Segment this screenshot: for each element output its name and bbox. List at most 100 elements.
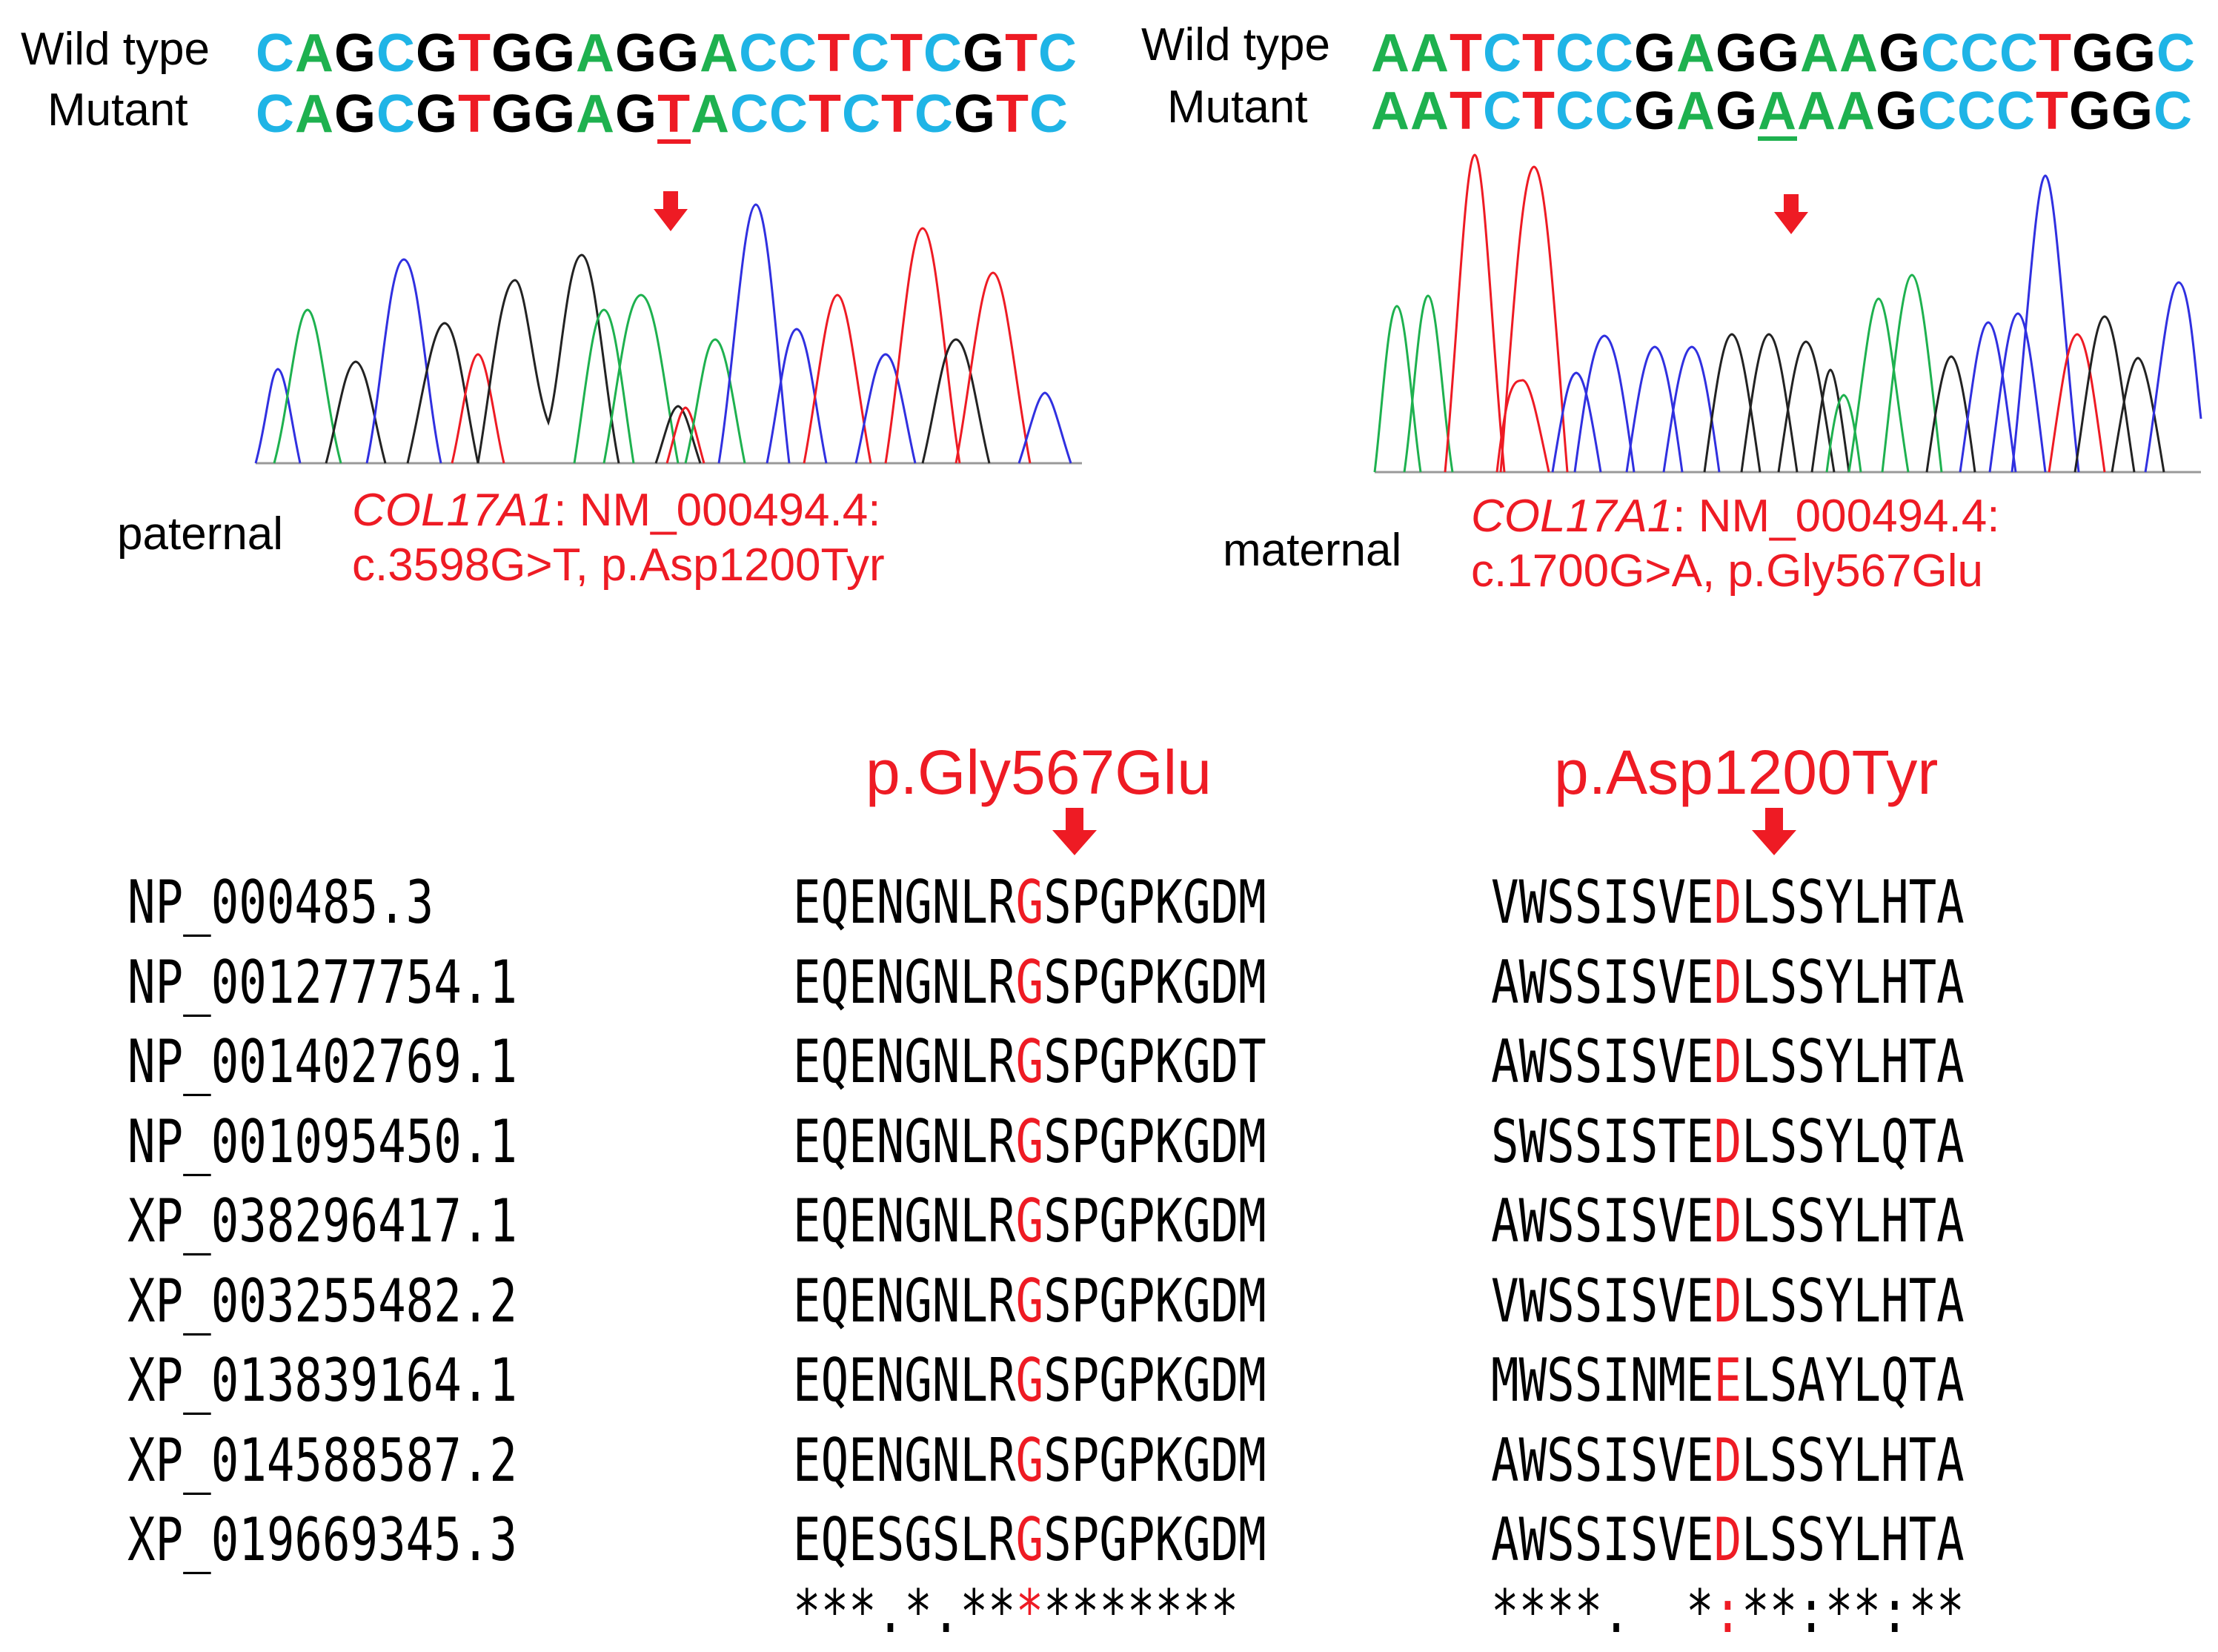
alignment-row-seq-2: SWSSISTEDLSSYLQTA: [1491, 1107, 1965, 1176]
nucleotide: G: [1876, 82, 1919, 141]
nucleotide: A: [1758, 82, 1797, 141]
nucleotide: G: [1758, 24, 1801, 83]
alignment-row-id: XP_019669345.3: [127, 1505, 517, 1574]
nucleotide: G: [657, 24, 700, 83]
nucleotide: T: [881, 84, 915, 144]
left-wildtype-sequence: CAGCGTGGAGGACCTCTCGTC: [256, 27, 1078, 80]
nucleotide: T: [2036, 82, 2069, 141]
alignment-row-seq-2: VWSSISVEDLSSYLHTA: [1491, 1266, 1965, 1336]
nucleotide: A: [1371, 24, 1410, 83]
nucleotide: G: [615, 24, 658, 83]
nucleotide: G: [1879, 24, 1922, 83]
alignment-row-seq-1: EQENGNLRGSPGPKGDM: [793, 1425, 1266, 1495]
left-gene-name: COL17A1: [352, 485, 554, 536]
alignment-row-id: XP_013839164.1: [127, 1346, 517, 1415]
nucleotide: C: [1918, 82, 1958, 141]
nucleotide: G: [334, 24, 377, 83]
alignment-row-seq-2: AWSSISVEDLSSYLHTA: [1491, 947, 1965, 1017]
nucleotide: C: [769, 84, 809, 144]
nucleotide: A: [1836, 82, 1876, 141]
nucleotide: G: [1715, 82, 1758, 141]
nucleotide: C: [1029, 84, 1069, 144]
nucleotide: G: [1715, 24, 1758, 83]
down-arrow-icon: [654, 191, 688, 231]
nucleotide: T: [1521, 82, 1555, 141]
nucleotide: A: [295, 84, 334, 144]
nucleotide: C: [1038, 24, 1078, 83]
alignment-row-id: NP_000485.3: [127, 868, 434, 937]
nucleotide: C: [1921, 24, 1961, 83]
nucleotide: G: [1633, 82, 1676, 141]
nucleotide: A: [295, 24, 334, 83]
nucleotide: C: [1594, 82, 1634, 141]
nucleotide: C: [1482, 82, 1522, 141]
nucleotide: A: [1676, 24, 1716, 83]
alignment-row-id: NP_001402769.1: [127, 1027, 517, 1096]
alignment-label-gly567glu: p.Gly567Glu: [866, 737, 1212, 807]
alignment-row-seq-2: AWSSISVEDLSSYLHTA: [1491, 1505, 1965, 1574]
left-variant-change: c.3598G>T, p.Asp1200Tyr: [352, 540, 885, 591]
right-mutant-label: Mutant: [1167, 82, 1308, 133]
alignment-row-seq-2: AWSSISVEDLSSYLHTA: [1491, 1187, 1965, 1255]
nucleotide: A: [1676, 82, 1716, 141]
nucleotide: C: [376, 24, 416, 83]
conservation-line-1: ***.*.**********: [793, 1577, 1239, 1646]
alignment-row-seq-1: EQENGNLRGSPGPKGDM: [793, 1187, 1266, 1255]
nucleotide: C: [923, 24, 963, 83]
alignment-row-seq-2: AWSSISVEDLSSYLHTA: [1491, 1425, 1965, 1495]
nucleotide: C: [2156, 24, 2197, 83]
alignment-row-seq-2: VWSSISVEDLSSYLHTA: [1491, 868, 1965, 937]
nucleotide: C: [256, 84, 295, 144]
nucleotide: C: [1960, 24, 2000, 83]
down-arrow-icon: [1774, 194, 1808, 234]
nucleotide: C: [778, 24, 818, 83]
right-chromatogram: [1373, 153, 2202, 474]
nucleotide: G: [534, 84, 577, 144]
nucleotide: C: [851, 24, 891, 83]
nucleotide: G: [2072, 24, 2115, 83]
alignment-row-seq-1: EQESGSLRGSPGPKGDM: [793, 1505, 1266, 1574]
nucleotide: G: [416, 24, 459, 83]
alignment-row-id: XP_003255482.2: [127, 1266, 517, 1336]
nucleotide: A: [576, 24, 616, 83]
alignment-row-id: NP_001277754.1: [127, 947, 517, 1017]
nucleotide: C: [376, 84, 416, 144]
nucleotide: C: [914, 84, 954, 144]
nucleotide: A: [1797, 82, 1836, 141]
left-wildtype-label: Wild type: [21, 24, 210, 75]
nucleotide: C: [256, 24, 295, 83]
nucleotide: T: [996, 84, 1030, 144]
nucleotide: C: [1555, 82, 1595, 141]
nucleotide: G: [963, 24, 1006, 83]
nucleotide: C: [1957, 82, 1997, 141]
alignment-row-seq-1: EQENGNLRGSPGPKGDM: [793, 1107, 1266, 1176]
nucleotide: T: [657, 84, 691, 144]
right-origin-label: maternal: [1223, 525, 1402, 576]
right-mutant-sequence: AATCTCCGAGAAAGCCCTGGC: [1371, 84, 2193, 138]
nucleotide: T: [458, 84, 492, 144]
nucleotide: T: [817, 24, 851, 83]
nucleotide: A: [700, 24, 740, 83]
nucleotide: T: [808, 84, 843, 144]
nucleotide: G: [1633, 24, 1676, 83]
nucleotide: T: [1450, 24, 1483, 83]
nucleotide: T: [1521, 24, 1555, 83]
left-mutant-label: Mutant: [47, 84, 188, 136]
nucleotide: C: [739, 24, 779, 83]
nucleotide: A: [1410, 82, 1450, 141]
alignment-row-id: XP_014588587.2: [127, 1425, 517, 1495]
left-variant-text: COL17A1: NM_000494.4: c.3598G>T, p.Asp12…: [352, 483, 885, 594]
nucleotide: C: [1555, 24, 1595, 83]
nucleotide: T: [1450, 82, 1483, 141]
alignment-row-id: XP_038296417.1: [127, 1187, 517, 1255]
right-wildtype-label: Wild type: [1141, 19, 1330, 70]
nucleotide: T: [890, 24, 924, 83]
left-chromatogram: [254, 203, 1082, 465]
nucleotide: A: [1410, 24, 1450, 83]
right-gene-name: COL17A1: [1471, 491, 1673, 542]
alignment-row-seq-1: EQENGNLRGSPGPKGDM: [793, 1346, 1266, 1415]
left-origin-label: paternal: [117, 508, 284, 560]
nucleotide: G: [2069, 82, 2112, 141]
right-variant-change: c.1700G>A, p.Gly567Glu: [1471, 545, 1984, 597]
nucleotide: C: [842, 84, 882, 144]
